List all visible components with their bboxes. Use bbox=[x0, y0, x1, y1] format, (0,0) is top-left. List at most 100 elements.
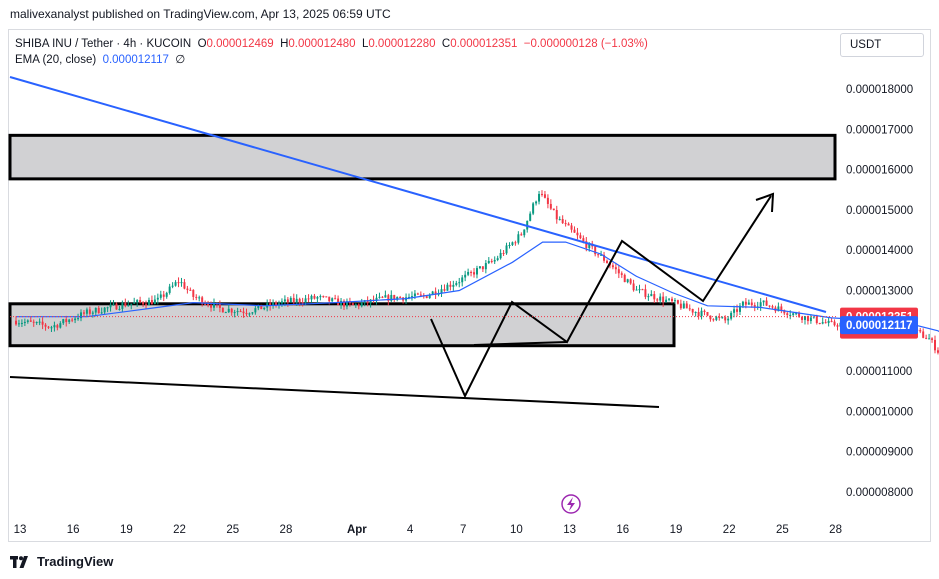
candle bbox=[532, 202, 535, 216]
candle bbox=[676, 299, 679, 305]
legend-ema-label[interactable]: EMA (20, close) bbox=[15, 54, 97, 66]
candle bbox=[425, 295, 428, 299]
candle bbox=[189, 287, 192, 291]
candle-body bbox=[195, 296, 198, 298]
candle bbox=[428, 293, 431, 299]
candle-body bbox=[738, 305, 741, 312]
candle-body bbox=[709, 315, 712, 320]
candle-body bbox=[715, 316, 718, 320]
candle-body bbox=[156, 297, 159, 300]
candle bbox=[470, 270, 473, 277]
candle-body bbox=[505, 245, 508, 254]
candle-body bbox=[789, 314, 792, 316]
candle-body bbox=[97, 307, 100, 314]
candle bbox=[351, 302, 354, 306]
candle bbox=[455, 280, 458, 287]
candle bbox=[629, 278, 632, 285]
candle bbox=[56, 323, 59, 331]
candle bbox=[685, 301, 688, 309]
candle bbox=[561, 215, 564, 224]
candle-body bbox=[369, 299, 372, 304]
candle-body bbox=[803, 316, 806, 320]
candle bbox=[440, 284, 443, 297]
candle bbox=[106, 306, 109, 313]
candle bbox=[928, 333, 931, 340]
candle-body bbox=[659, 296, 662, 301]
candle-body bbox=[449, 284, 452, 287]
candle-body bbox=[656, 299, 659, 301]
candle bbox=[688, 304, 691, 312]
candle-body bbox=[668, 298, 671, 300]
candle-body bbox=[919, 330, 922, 332]
candle bbox=[484, 260, 487, 274]
candle bbox=[44, 323, 47, 331]
candle-body bbox=[549, 203, 552, 209]
support-trendline bbox=[9, 376, 660, 408]
candle-body bbox=[665, 299, 668, 303]
candle-body bbox=[806, 316, 809, 322]
legend-ohlc-row: SHIBA INU / Tether · 4h · KUCOIN O0.0000… bbox=[15, 36, 648, 52]
candle-body bbox=[481, 266, 484, 270]
candle bbox=[919, 327, 922, 334]
candle bbox=[38, 318, 41, 326]
candle-body bbox=[529, 213, 532, 221]
candle-body bbox=[934, 339, 937, 351]
candle bbox=[730, 310, 733, 321]
candle-body bbox=[570, 225, 573, 230]
candle bbox=[239, 309, 242, 313]
candle bbox=[815, 314, 818, 325]
candle bbox=[931, 337, 934, 343]
candle-body bbox=[15, 320, 17, 325]
x-tick-label: 16 bbox=[616, 524, 629, 536]
candle bbox=[263, 307, 266, 311]
candle-body bbox=[115, 303, 118, 310]
candle bbox=[721, 316, 724, 319]
candle bbox=[934, 335, 937, 354]
candle bbox=[251, 311, 254, 315]
candle bbox=[139, 296, 142, 304]
candle-body bbox=[552, 208, 555, 211]
candle bbox=[750, 298, 753, 308]
candle bbox=[529, 211, 532, 222]
candle-body bbox=[35, 322, 38, 324]
candle-body bbox=[227, 308, 230, 313]
candle bbox=[487, 257, 490, 265]
y-tick-label: 0.000010000 bbox=[846, 406, 913, 418]
candle bbox=[555, 205, 558, 224]
candle bbox=[833, 319, 836, 327]
candle bbox=[171, 282, 174, 289]
candle-body bbox=[502, 252, 505, 254]
candle-body bbox=[174, 282, 177, 286]
candle bbox=[540, 190, 543, 197]
candle-body bbox=[328, 296, 331, 302]
candle bbox=[17, 319, 20, 327]
candle-body bbox=[62, 319, 65, 324]
candle bbox=[399, 295, 402, 299]
candle-body bbox=[561, 219, 564, 224]
candle bbox=[765, 297, 768, 307]
candle-body bbox=[59, 323, 62, 328]
candle-body bbox=[490, 260, 493, 262]
candle-body bbox=[694, 312, 697, 314]
candle bbox=[434, 287, 437, 299]
candle-body bbox=[697, 312, 700, 317]
candle-body bbox=[50, 327, 53, 329]
x-tick-label: 25 bbox=[776, 524, 789, 536]
candle-body bbox=[165, 292, 168, 297]
candle-body bbox=[783, 310, 786, 314]
currency-button[interactable]: USDT bbox=[840, 33, 924, 57]
candle bbox=[183, 279, 186, 290]
candle bbox=[662, 292, 665, 307]
candle bbox=[381, 296, 384, 299]
axes-layer: 0.000018000 0.000017000 0.000016000 0.00001… bbox=[14, 84, 914, 536]
candle bbox=[88, 306, 91, 316]
candle-body bbox=[925, 337, 928, 339]
candle bbox=[546, 194, 549, 209]
candle bbox=[653, 291, 656, 303]
candle-body bbox=[836, 325, 839, 327]
legend-symbol[interactable]: SHIBA INU / Tether · 4h · KUCOIN bbox=[15, 38, 192, 50]
candle bbox=[697, 307, 700, 320]
candles-layer bbox=[15, 190, 939, 355]
candle-body bbox=[535, 201, 538, 204]
